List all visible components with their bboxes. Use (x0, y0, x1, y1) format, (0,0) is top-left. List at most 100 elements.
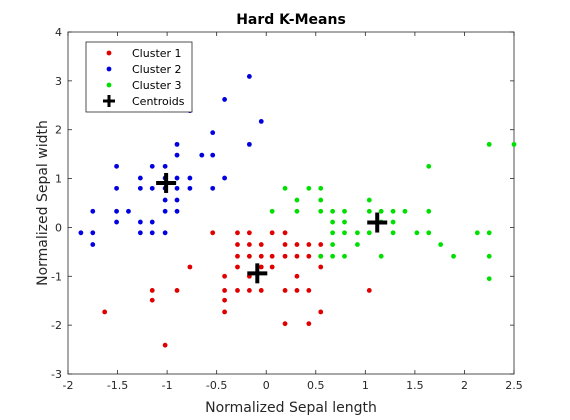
cluster-1-point (235, 288, 240, 293)
y-tick-label: 2 (55, 124, 62, 137)
centroid-marker (156, 172, 177, 193)
cluster-2-point (187, 175, 193, 181)
cluster-2-point (246, 74, 252, 79)
cluster-1-point (318, 309, 324, 315)
cluster-3-point (294, 197, 300, 203)
cluster-3-point (511, 141, 517, 147)
cluster-3-point (390, 230, 396, 236)
cluster-2-point (187, 185, 193, 191)
cluster-1-point (258, 242, 264, 247)
cluster-3-point (330, 208, 336, 214)
cluster-2-point (137, 175, 143, 181)
cluster-3-point (355, 230, 360, 236)
legend-marker-cluster-3 (106, 82, 112, 88)
cluster-3-point (426, 208, 432, 214)
cluster-1-point (318, 264, 324, 270)
cluster-2-point (162, 163, 168, 169)
cluster-2-point (222, 97, 227, 102)
cluster-1-point (246, 288, 252, 293)
cluster-1-point (235, 230, 240, 236)
legend-marker-cluster-1 (106, 50, 112, 56)
cluster-1-point (294, 288, 300, 293)
chart-title: Hard K-Means (236, 12, 346, 28)
cluster-1-point (282, 321, 288, 327)
cluster-2-point (222, 175, 227, 181)
cluster-2-point (149, 185, 155, 191)
cluster-2-point (174, 208, 180, 214)
cluster-3-point (282, 185, 288, 191)
cluster-1-point (235, 264, 240, 270)
cluster-2-point (162, 208, 168, 214)
cluster-3-point (342, 230, 347, 236)
y-tick-label: 0 (55, 221, 62, 234)
cluster-1-point (246, 253, 252, 259)
cluster-2-point (174, 175, 180, 181)
x-tick-label: 0 (263, 379, 270, 392)
cluster-2-point (199, 152, 205, 158)
cluster-3-point (438, 242, 444, 247)
cluster-2-point (162, 197, 168, 203)
cluster-1-point (235, 253, 240, 259)
cluster-2-point (149, 230, 155, 236)
cluster-2-point (162, 230, 168, 236)
cluster-3-point (378, 208, 384, 214)
cluster-3-point (486, 276, 492, 282)
cluster-1-point (222, 309, 227, 315)
cluster-3-point (355, 242, 360, 247)
x-tick-label: 2.5 (505, 379, 523, 392)
cluster-1-point (258, 264, 264, 270)
cluster-3-point (414, 230, 420, 236)
cluster-3-point (402, 208, 408, 214)
legend-marker-centroids (103, 95, 115, 107)
y-axis-label: Normalized Sepal width (35, 120, 51, 286)
legend-entry: Cluster 2 (132, 63, 182, 76)
cluster-1-point (306, 242, 312, 247)
cluster-2-point (174, 152, 180, 158)
y-tick-label: 4 (55, 26, 62, 39)
cluster-1-point (294, 273, 300, 279)
cluster-2-point (90, 208, 96, 214)
cluster-1-point (306, 253, 312, 259)
cluster-1-point (282, 288, 288, 293)
cluster-3-point (486, 230, 492, 236)
cluster-1-point (222, 297, 227, 303)
cluster-1-point (174, 288, 180, 293)
cluster-3-point (426, 163, 432, 169)
cluster-2-point (210, 185, 216, 191)
x-tick-label: 1 (362, 379, 369, 392)
cluster-3-point (330, 253, 336, 259)
x-tick-label: 0.5 (307, 379, 325, 392)
cluster-3-point (474, 230, 480, 236)
cluster-2-point (149, 219, 155, 225)
cluster-2-point (114, 219, 119, 225)
y-tick-label: -3 (51, 368, 62, 381)
x-tick-label: -2 (63, 379, 74, 392)
cluster-2-point (90, 242, 96, 247)
cluster-2-point (246, 141, 252, 147)
cluster-3-point (330, 230, 336, 236)
cluster-1-point (258, 288, 264, 293)
cluster-1-point (149, 288, 155, 293)
cluster-2-point (114, 163, 119, 169)
x-axis-label: Normalized Sepal length (205, 400, 377, 416)
legend-entry: Cluster 1 (132, 47, 182, 60)
cluster-3-point (390, 208, 396, 214)
legend: Cluster 1 Cluster 2 Cluster 3 Centroids (85, 41, 193, 113)
cluster-3-point (378, 253, 384, 259)
cluster-3-point (330, 219, 336, 225)
cluster-1-point (282, 242, 288, 247)
cluster-2-point (149, 163, 155, 169)
cluster-1-point (187, 264, 193, 270)
cluster-2-point (258, 119, 264, 124)
cluster-3-point (486, 141, 492, 147)
centroid-marker (367, 212, 388, 233)
y-tick-label: -1 (51, 270, 62, 283)
x-tick-label: 2 (461, 379, 468, 392)
cluster-2-point (137, 185, 143, 191)
cluster-3-point (318, 197, 324, 203)
cluster-1-point (258, 253, 264, 259)
cluster-1-point (306, 288, 312, 293)
cluster-1-point (269, 264, 275, 270)
